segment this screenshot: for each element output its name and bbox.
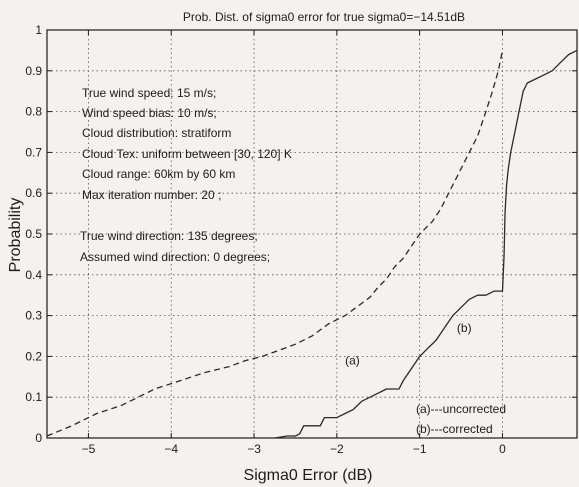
annotation-true-wind-direction: True wind direction: 135 degrees; (80, 229, 258, 243)
annotation-cloud-range: Cloud range: 60km by 60 km (82, 167, 235, 181)
y-tick-label: 0.7 (25, 145, 42, 159)
series-line-uncorrected (46, 50, 504, 437)
legend-entry-uncorrected: (a)---uncorrected (416, 402, 506, 416)
x-tick-label: −4 (164, 442, 178, 456)
y-tick-label: 0 (35, 431, 42, 445)
x-tick-label: −1 (413, 442, 427, 456)
annotation-assumed-wind-direction: Assumed wind direction: 0 degrees; (80, 250, 270, 264)
x-tick-label: 0 (499, 442, 506, 456)
annotation-cloud-tex: Cloud Tex: uniform between [30, 120] K (82, 147, 292, 161)
y-tick-label: 0.4 (25, 268, 42, 282)
grid (47, 30, 577, 438)
x-tick-label: −2 (330, 442, 344, 456)
curve-label-a: (a) (345, 353, 360, 367)
annotation-max-iteration: Max iteration number: 20 ; (82, 188, 221, 202)
annotation-wind-speed-bias: Wind speed bias: 10 m/s; (82, 106, 217, 120)
axis-ticks: −5 −4 −3 −2 −1 0 0 0.1 0.2 0.3 0.4 0.5 0.6 0.7 0.8 0.9 1 (25, 23, 577, 456)
annotation-cloud-distribution: Cloud distribution: stratiform (82, 126, 231, 140)
chart-title: Prob. Dist. of sigma0 error for true sig… (183, 10, 465, 24)
y-tick-label: 0.9 (25, 64, 42, 78)
legend: (a)---uncorrected (b)---corrected (416, 402, 506, 436)
x-axis-label: Sigma0 Error (dB) (244, 467, 373, 484)
annotation-block: True wind speed: 15 m/s; Wind speed bias… (80, 86, 292, 264)
x-tick-label: −5 (82, 442, 96, 456)
y-tick-label: 0.2 (25, 349, 42, 363)
y-tick-label: 0.3 (25, 309, 42, 323)
curve-label-b: (b) (457, 321, 472, 335)
annotation-true-wind-speed: True wind speed: 15 m/s; (82, 86, 216, 100)
series-group (46, 49, 578, 439)
y-tick-label: 0.1 (25, 390, 42, 404)
x-tick-label: −3 (247, 442, 261, 456)
y-tick-label: 1 (35, 23, 42, 37)
y-tick-label: 0.5 (25, 227, 42, 241)
y-tick-label: 0.8 (25, 105, 42, 119)
y-axis-label: Probability (7, 198, 24, 273)
y-tick-label: 0.6 (25, 186, 42, 200)
series-line-corrected (274, 49, 578, 439)
legend-entry-corrected: (b)---corrected (416, 422, 493, 436)
